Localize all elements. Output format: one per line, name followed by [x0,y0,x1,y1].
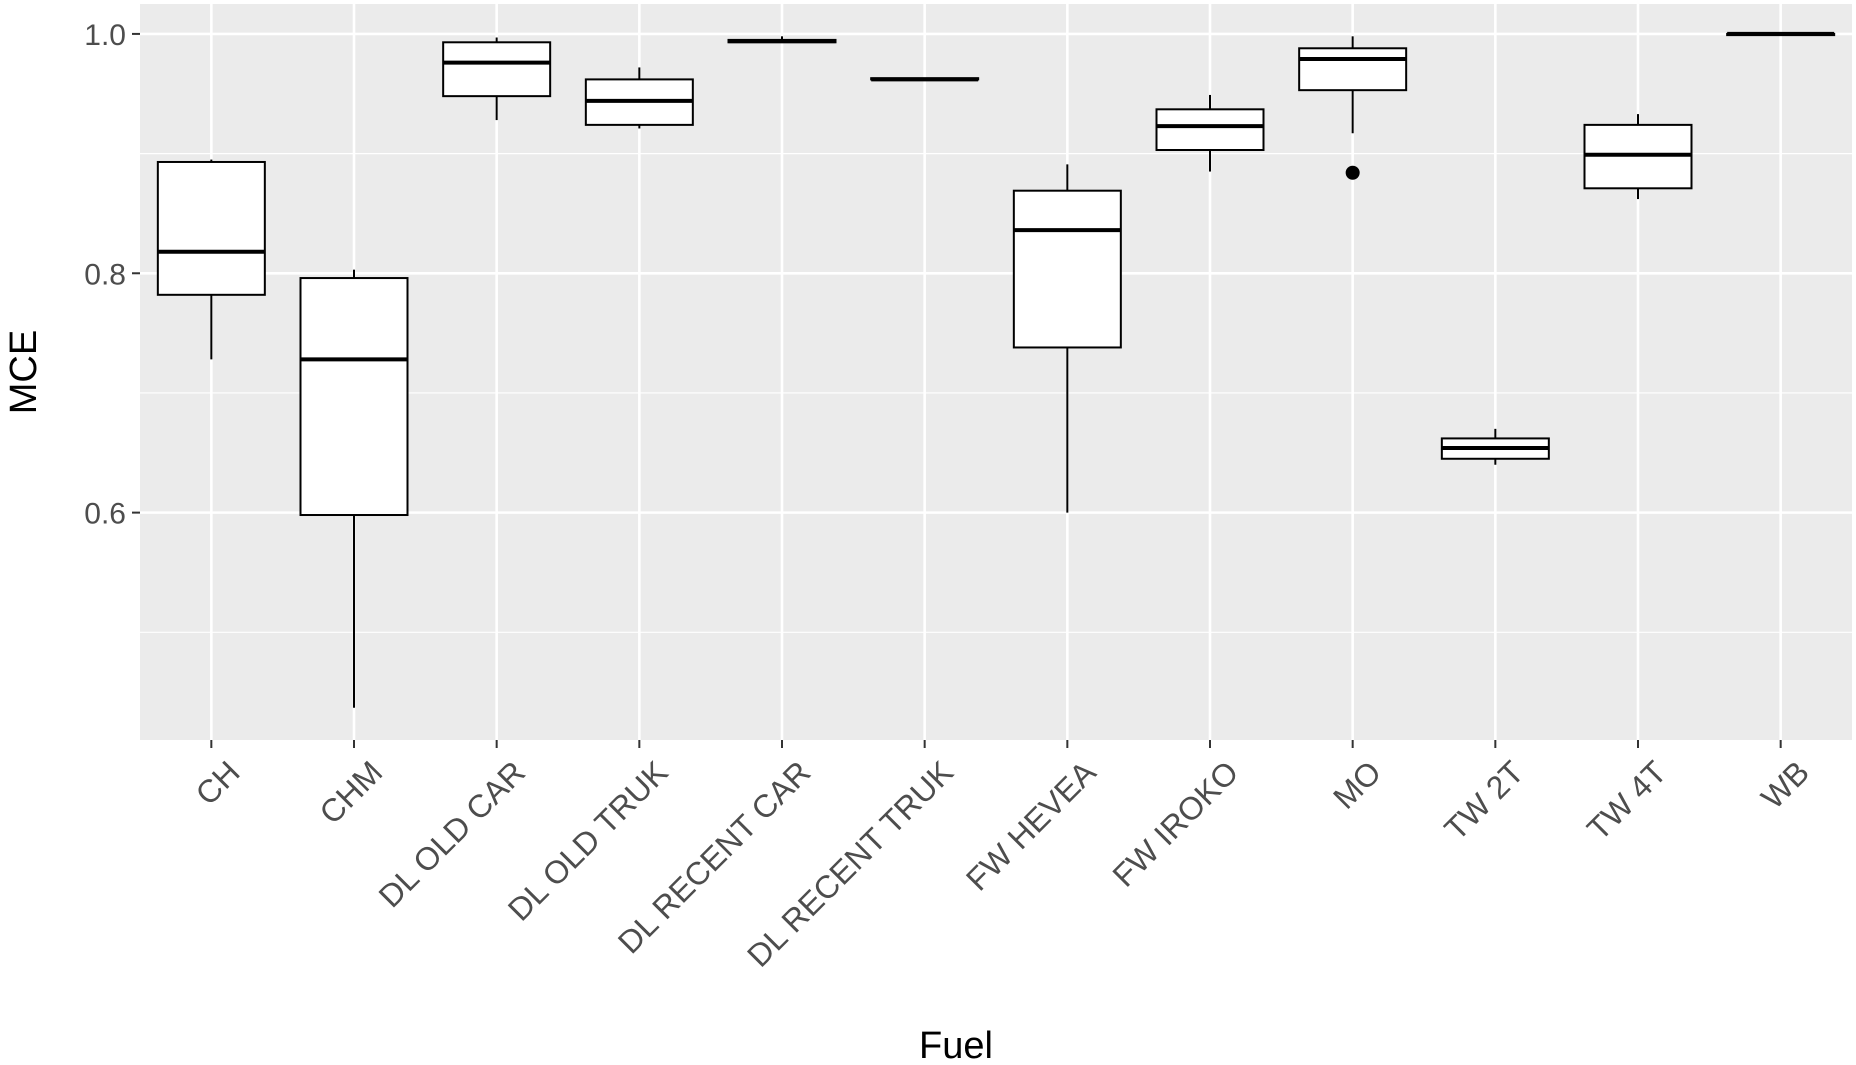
box-body [1155,108,1265,152]
box-mo [1298,36,1408,180]
box-wb [1726,31,1836,37]
box-body [1012,189,1122,349]
box-body [442,41,552,98]
box-tw-2t [1440,428,1550,465]
y-axis: 0.6 0.8 1.0 [84,19,140,531]
x-tick-label: WB [1754,754,1816,816]
box-dl-old-car [442,37,552,121]
y-tick-label: 0.8 [84,258,126,291]
plot-panel [140,4,1852,740]
box-body [1298,47,1408,92]
box-series [156,31,1836,708]
outlier-point [1345,165,1360,180]
x-tick-label: CHM [312,754,389,831]
x-tick-label: TW 2T [1437,754,1530,847]
x-tick-label: TW 4T [1580,754,1673,847]
x-tick-label: FW IROKO [1106,754,1246,894]
box-dl-recent-truk [870,77,980,82]
box-body [299,277,409,517]
x-tick-label: MO [1326,754,1388,816]
x-axis-title: Fuel [919,1025,993,1065]
box-fw-iroko [1155,94,1265,172]
box-chm [299,269,409,708]
box-tw-4t [1583,114,1693,200]
box-dl-recent-car [727,36,837,44]
box-fw-hevea [1012,164,1122,513]
box-body [156,160,266,296]
grid-lines [140,4,1852,740]
y-tick-label: 1.0 [84,19,126,52]
y-tick-label: 0.6 [84,498,126,531]
x-tick-label: DL OLD CAR [372,754,532,914]
x-tick-label: CH [189,754,247,812]
x-tick-label: FW HEVEA [959,753,1103,897]
box-ch [156,159,266,360]
box-dl-old-truk [584,67,694,129]
y-axis-title: MCE [3,330,45,414]
